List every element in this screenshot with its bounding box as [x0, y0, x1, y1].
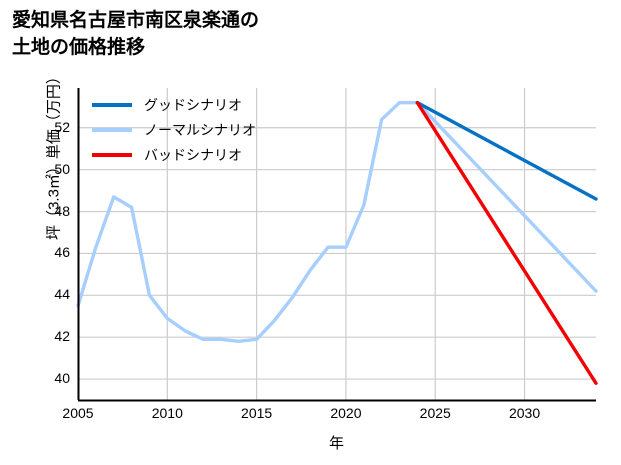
- x-tick-label: 2015: [241, 405, 273, 421]
- x-tick-label: 2005: [62, 405, 94, 421]
- legend-label-good: グッドシナリオ: [144, 96, 242, 113]
- legend-swatch-normal: [92, 127, 132, 132]
- x-tick-label: 2010: [151, 405, 183, 421]
- legend-item-bad[interactable]: バッドシナリオ: [92, 142, 256, 167]
- y-tick-label: 40: [54, 370, 70, 387]
- x-tick-label: 2020: [330, 405, 362, 421]
- legend-label-bad: バッドシナリオ: [144, 146, 242, 163]
- x-axis-label: 年: [328, 435, 344, 452]
- legend-swatch-good: [92, 102, 132, 107]
- series-line-bad: [415, 100, 598, 385]
- chart-legend: グッドシナリオ ノーマルシナリオ バッドシナリオ: [92, 92, 256, 167]
- legend-item-normal[interactable]: ノーマルシナリオ: [92, 117, 256, 142]
- chart-title: 愛知県名古屋市南区泉楽通の 土地の価格推移: [12, 10, 260, 58]
- series-line-good: [415, 100, 598, 201]
- legend-swatch-bad: [92, 152, 132, 157]
- y-tick-label: 48: [54, 202, 70, 219]
- y-tick-label: 44: [54, 286, 70, 303]
- x-tick-label: 2025: [419, 405, 451, 421]
- y-tick-label: 42: [54, 328, 70, 345]
- series-line-normal: [76, 100, 598, 344]
- y-tick-label: 52: [54, 118, 70, 135]
- y-axis-label: 坪（3.3㎡）単価（万円）: [45, 69, 63, 240]
- series-lines: [76, 100, 598, 385]
- legend-label-normal: ノーマルシナリオ: [144, 121, 256, 138]
- y-tick-label: 50: [54, 160, 70, 177]
- x-tick-label: 2030: [508, 405, 541, 421]
- y-tick-label: 46: [54, 244, 70, 261]
- legend-item-good[interactable]: グッドシナリオ: [92, 92, 256, 117]
